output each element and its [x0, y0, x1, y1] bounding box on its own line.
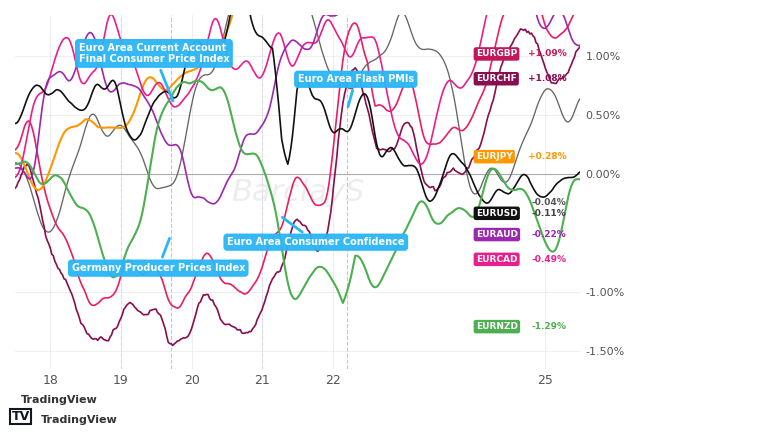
- Text: EURJPY: EURJPY: [476, 152, 512, 161]
- Text: EURGBP: EURGBP: [476, 49, 517, 59]
- Text: TV: TV: [12, 410, 30, 423]
- Text: Euro Area Current Account
Final Consumer Price Index: Euro Area Current Account Final Consumer…: [79, 43, 229, 101]
- Text: -0.49%: -0.49%: [531, 255, 566, 264]
- Text: +0.28%: +0.28%: [528, 152, 566, 161]
- Text: Germany Producer Prices Index: Germany Producer Prices Index: [72, 238, 245, 273]
- Text: +1.08%: +1.08%: [528, 74, 566, 83]
- Text: EURCHF: EURCHF: [476, 74, 516, 83]
- Text: BarclayS: BarclayS: [231, 178, 364, 206]
- Text: EURAUD: EURAUD: [476, 230, 518, 239]
- Text: -0.04%: -0.04%: [532, 198, 566, 207]
- Text: Euro Area Flash PMIs: Euro Area Flash PMIs: [298, 74, 414, 107]
- Text: -0.22%: -0.22%: [532, 230, 566, 239]
- Text: TradingView: TradingView: [20, 395, 98, 404]
- Text: -1.29%: -1.29%: [531, 322, 566, 331]
- Text: +1.09%: +1.09%: [527, 49, 566, 59]
- Text: Euro Area Consumer Confidence: Euro Area Consumer Confidence: [227, 217, 405, 247]
- Text: -0.11%: -0.11%: [532, 209, 566, 218]
- Text: EURNZD: EURNZD: [476, 322, 518, 331]
- Text: TradingView: TradingView: [41, 415, 117, 425]
- Text: EURUSD: EURUSD: [476, 209, 518, 218]
- Text: EURCAD: EURCAD: [476, 255, 517, 264]
